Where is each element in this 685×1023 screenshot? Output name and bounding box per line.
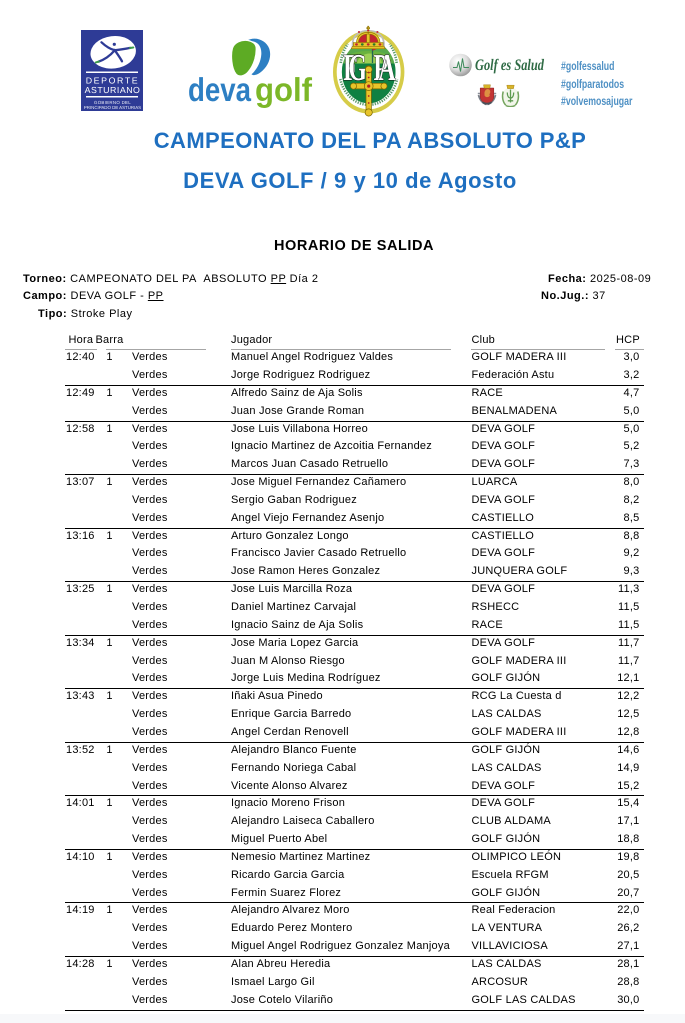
svg-text:GOBIERNO DEL: GOBIERNO DEL	[94, 100, 131, 105]
svg-text:F: F	[343, 47, 357, 89]
svg-text:deva: deva	[188, 71, 252, 108]
svg-text:ASTURIANO: ASTURIANO	[85, 85, 141, 95]
svg-text:A: A	[379, 47, 396, 89]
svg-text:PRINCIPADO DE ASTURIAS: PRINCIPADO DE ASTURIAS	[84, 105, 141, 110]
svg-text:DEPORTE: DEPORTE	[86, 76, 140, 86]
svg-text:G: G	[349, 47, 367, 89]
svg-text:P: P	[374, 47, 388, 89]
svg-text:Golf es Salud: Golf es Salud	[475, 57, 545, 74]
svg-text:golf: golf	[255, 71, 313, 108]
